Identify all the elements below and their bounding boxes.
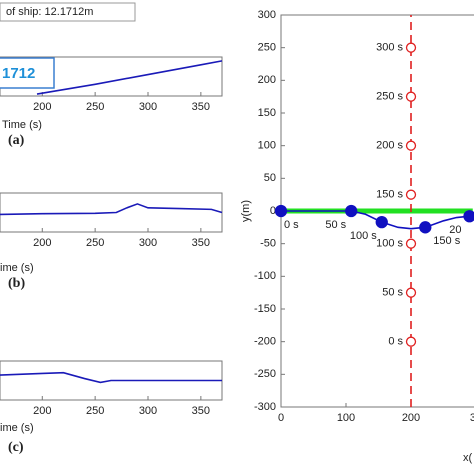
y-tick-label: 250 bbox=[258, 42, 276, 54]
x-tick-label: 200 bbox=[33, 405, 51, 417]
marker bbox=[274, 204, 288, 218]
y-tick-label: 150 bbox=[258, 107, 276, 119]
x-tick-label: 300 bbox=[139, 405, 157, 417]
series-line bbox=[36, 60, 223, 95]
marker bbox=[419, 221, 432, 234]
y-tick-label: 100 bbox=[258, 140, 276, 152]
x-axis-label: ime (s) bbox=[0, 262, 34, 274]
x-tick-label: 250 bbox=[86, 237, 104, 249]
info-text: of ship: 12.1712m bbox=[6, 6, 93, 18]
x-axis-label: Time (s) bbox=[2, 119, 42, 131]
point-label: 100 s bbox=[376, 238, 403, 250]
y-tick-label: -250 bbox=[254, 368, 276, 380]
y-tick-label: 50 bbox=[264, 172, 276, 184]
x-tick-label: 300 bbox=[139, 237, 157, 249]
x-tick-label: 200 bbox=[33, 237, 51, 249]
point-label: 50 s bbox=[382, 287, 403, 299]
marker bbox=[345, 204, 358, 218]
x-tick-label: 200 bbox=[33, 101, 51, 113]
point-label: 50 s bbox=[325, 219, 346, 231]
x-tick-label: 350 bbox=[192, 405, 210, 417]
y-tick-label: 300 bbox=[258, 9, 276, 21]
point-label: 150 s bbox=[376, 189, 403, 201]
y-axis-label: y(m) bbox=[240, 200, 252, 222]
series-line bbox=[0, 203, 223, 216]
point-label: 100 s bbox=[350, 230, 377, 242]
x-tick-label: 350 bbox=[192, 237, 210, 249]
x-tick-label: 350 bbox=[192, 101, 210, 113]
x-tick-label: 100 bbox=[337, 412, 355, 424]
y-tick-label: -200 bbox=[254, 336, 276, 348]
point-label: 0 s bbox=[284, 219, 299, 231]
x-tick-label: 250 bbox=[86, 101, 104, 113]
marker bbox=[463, 210, 474, 223]
y-tick-label: -100 bbox=[254, 270, 276, 282]
y-tick-label: -300 bbox=[254, 401, 276, 413]
marker bbox=[405, 140, 417, 151]
x-tick-label: 300 bbox=[139, 101, 157, 113]
point-label: 200 s bbox=[376, 140, 403, 152]
marker bbox=[405, 189, 417, 200]
x-tick-label: 0 bbox=[278, 412, 284, 424]
point-label: 300 s bbox=[376, 42, 403, 54]
point-label: 20 bbox=[449, 224, 461, 236]
marker bbox=[375, 215, 388, 229]
marker bbox=[405, 91, 417, 102]
series-line bbox=[0, 371, 222, 384]
x-axis-label: x( bbox=[463, 452, 473, 464]
series-line bbox=[281, 210, 470, 230]
readout: 1712 bbox=[2, 65, 35, 82]
readout-box bbox=[0, 57, 55, 89]
y-tick-label: 200 bbox=[258, 74, 276, 86]
y-tick-label: -50 bbox=[260, 238, 276, 250]
panel-label: (b) bbox=[8, 276, 25, 291]
y-tick-label: 0 bbox=[270, 205, 276, 217]
info-box bbox=[0, 2, 136, 22]
y-tick-label: -150 bbox=[254, 303, 276, 315]
marker bbox=[405, 238, 417, 249]
point-label: 0 s bbox=[388, 336, 403, 348]
x-tick-label: 30 bbox=[470, 412, 474, 424]
marker bbox=[405, 287, 417, 298]
marker bbox=[405, 336, 417, 347]
point-label: 250 s bbox=[376, 91, 403, 103]
panel-label: (a) bbox=[8, 133, 25, 148]
x-tick-label: 200 bbox=[402, 412, 420, 424]
marker bbox=[405, 42, 417, 53]
point-label: 150 s bbox=[433, 235, 460, 247]
x-axis-label: ime (s) bbox=[0, 422, 34, 434]
x-tick-label: 250 bbox=[86, 405, 104, 417]
panel-label: (c) bbox=[8, 440, 24, 455]
